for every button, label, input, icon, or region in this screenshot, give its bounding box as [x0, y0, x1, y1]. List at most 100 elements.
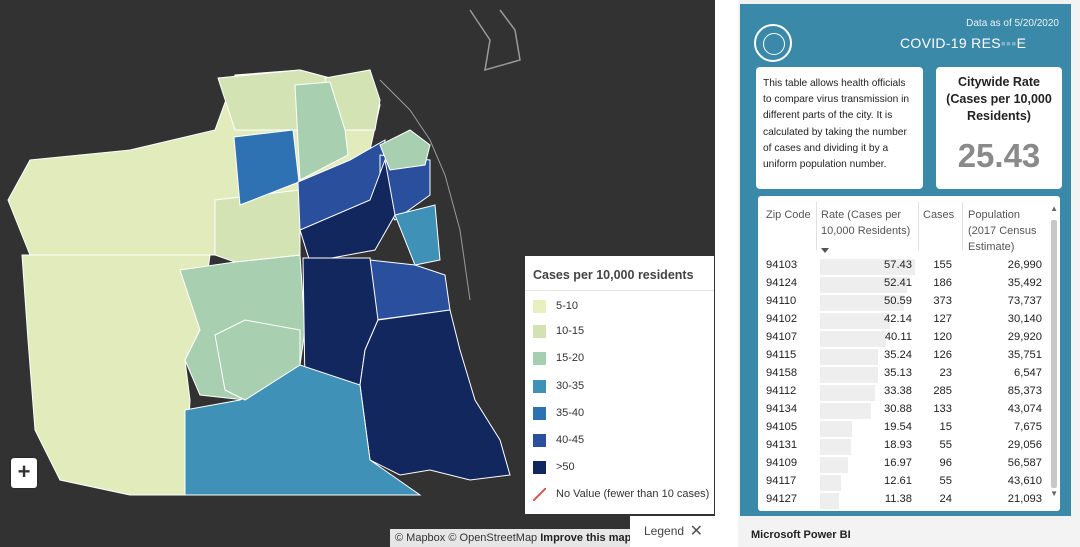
col-header-population[interactable]: Population (2017 Census Estimate)	[968, 207, 1037, 255]
legend-label: 5-10	[556, 300, 579, 312]
rate-bar	[820, 331, 887, 347]
population-cell: 29,920	[1007, 331, 1042, 343]
legend-swatch	[533, 433, 546, 447]
zip-cell: 94109	[766, 457, 798, 469]
col-header-cases[interactable]: Cases	[923, 209, 955, 221]
close-icon[interactable]: ✕	[689, 523, 703, 540]
table-row[interactable]: 94131 18.93 55 29,056	[758, 438, 1048, 456]
rate-bar	[820, 385, 876, 401]
table-row[interactable]: 94124 52.41 186 35,492	[758, 276, 1048, 294]
table-row[interactable]: 94134 30.88 133 43,074	[758, 402, 1048, 420]
zip-cell: 94107	[766, 331, 798, 343]
rate-bar	[820, 277, 907, 293]
legend-item: 40-45	[533, 432, 584, 448]
cases-cell: 133	[933, 403, 952, 415]
col-header-pop-line3: Estimate)	[968, 241, 1015, 253]
legend-swatch	[533, 299, 546, 313]
region-north-beach[interactable]	[379, 129, 431, 171]
population-cell: 35,751	[1007, 349, 1042, 361]
population-cell: 35,492	[1007, 277, 1042, 289]
zip-code-regions[interactable]	[0, 0, 715, 547]
table-row[interactable]: 94127 11.38 24 21,093	[758, 492, 1048, 510]
rate-cell: 57.43	[884, 259, 912, 271]
col-header-pop-line1: Population	[968, 209, 1020, 221]
legend-label: 40-45	[556, 434, 585, 446]
table-row[interactable]: 94105 19.54 15 7,675	[758, 420, 1048, 438]
zip-cell: 94112	[766, 385, 797, 397]
table-row[interactable]: 94117 12.61 55 43,610	[758, 474, 1048, 492]
table-row[interactable]: 94110 50.59 373 73,737	[758, 294, 1048, 312]
rate-bar	[820, 475, 841, 491]
rate-bar	[820, 349, 879, 365]
population-cell: 56,587	[1007, 457, 1042, 469]
population-cell: 26,990	[1007, 259, 1042, 271]
map-attribution: © Mapbox © OpenStreetMap Improve this ma…	[390, 529, 637, 547]
zip-cell: 94110	[766, 295, 797, 307]
cases-cell: 23	[939, 367, 952, 379]
legend-label: 15-20	[556, 352, 585, 364]
scroll-down-icon[interactable]: ▼	[1050, 489, 1058, 498]
legend-toggle-label: Legend	[644, 524, 685, 538]
population-cell: 21,093	[1007, 493, 1042, 505]
table-row[interactable]: 94112 33.38 285 85,373	[758, 384, 1048, 402]
dashboard-panel: Data as of 5/20/2020 COVID-19 RES▪▪▪E Th…	[740, 4, 1071, 516]
rate-bar	[820, 457, 849, 473]
scroll-up-icon[interactable]: ▲	[1050, 204, 1058, 213]
bay-shoreline	[379, 79, 471, 301]
region-potrero[interactable]	[369, 259, 451, 321]
info-text-box: This table allows health officials to co…	[756, 67, 923, 189]
power-bi-footer-link[interactable]: Microsoft Power BI	[751, 529, 851, 541]
table-row[interactable]: 94109 16.97 96 56,587	[758, 456, 1048, 474]
population-cell: 29,056	[1007, 439, 1042, 451]
rate-bar	[820, 313, 890, 329]
sort-descending-icon[interactable]	[821, 248, 829, 253]
table-row[interactable]: 94102 42.14 127 30,140	[758, 312, 1048, 330]
region-west-portal[interactable]	[214, 319, 301, 401]
legend-label: >50	[556, 461, 575, 473]
column-separator	[918, 202, 919, 250]
region-pac-heights[interactable]	[294, 81, 349, 181]
table-row[interactable]: 94115 35.24 126 35,751	[758, 348, 1048, 366]
cases-cell: 120	[933, 331, 952, 343]
legend-toggle-button[interactable]: Legend ✕	[630, 516, 715, 547]
osm-link[interactable]: © OpenStreetMap	[448, 532, 538, 544]
legend-swatch	[533, 324, 546, 338]
zip-cell: 94115	[766, 349, 797, 361]
region-sunset[interactable]	[21, 254, 211, 496]
rate-cell: 33.38	[884, 385, 912, 397]
cases-cell: 127	[933, 313, 952, 325]
zip-cell: 94134	[766, 403, 798, 415]
cases-cell: 126	[933, 349, 952, 361]
col-header-zip[interactable]: Zip Code	[766, 209, 811, 221]
zip-cell: 94124	[766, 277, 798, 289]
zip-cell: 94103	[766, 259, 798, 271]
zip-rate-table[interactable]: Zip Code Rate (Cases per 10,000 Resident…	[758, 196, 1060, 511]
region-bayview[interactable]	[359, 309, 511, 481]
zip-cell: 94102	[766, 313, 798, 325]
zoom-in-button[interactable]: +	[11, 458, 37, 488]
table-row[interactable]: 94158 35.13 23 6,547	[758, 366, 1048, 384]
rate-cell: 30.88	[884, 403, 912, 415]
population-cell: 30,140	[1007, 313, 1042, 325]
rate-bar	[820, 295, 904, 311]
rate-bar	[820, 367, 879, 383]
table-row[interactable]: 94107 40.11 120 29,920	[758, 330, 1048, 348]
region-mission-bay[interactable]	[394, 204, 441, 266]
rate-cell: 52.41	[884, 277, 912, 289]
rate-cell: 16.97	[884, 457, 912, 469]
mapbox-link[interactable]: © Mapbox	[395, 532, 446, 544]
col-header-rate[interactable]: Rate (Cases per 10,000 Residents)	[821, 207, 910, 239]
choropleth-map[interactable]: + Cases per 10,000 residents 5-10 10-15 …	[0, 0, 715, 547]
zip-cell: 94131	[766, 439, 798, 451]
legend-title: Cases per 10,000 residents	[525, 256, 714, 291]
rate-cell: 40.11	[884, 331, 912, 343]
rate-cell: 18.93	[884, 439, 912, 451]
table-row[interactable]: 94103 57.43 155 26,990	[758, 258, 1048, 276]
region-cole-valley[interactable]	[214, 189, 301, 263]
citywide-rate-value: 25.43	[957, 137, 1041, 174]
legend-swatch	[533, 460, 546, 474]
improve-map-link[interactable]: Improve this map	[540, 532, 632, 544]
table-scrollbar[interactable]	[1051, 220, 1057, 488]
cases-cell: 155	[933, 259, 952, 271]
legend-item: No Value (fewer than 10 cases)	[533, 486, 709, 502]
